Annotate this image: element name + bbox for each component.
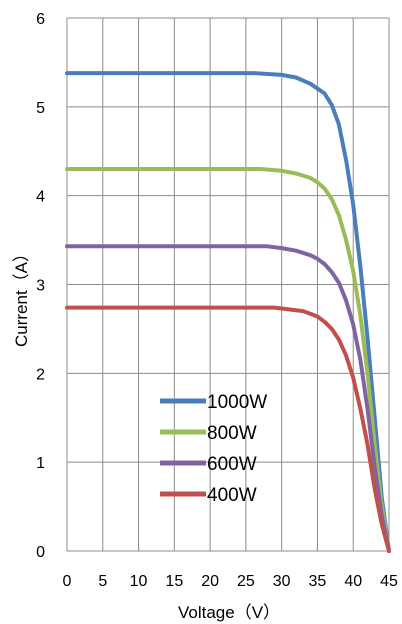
x-tick-labels: 0 5 10 15 20 25 30 35 40 45 — [63, 573, 398, 590]
x-tick-label-4: 20 — [201, 573, 219, 590]
y-axis-title: Current（A） — [12, 245, 31, 347]
y-tick-label-3: 3 — [36, 278, 45, 295]
x-axis-title: Voltage（V） — [178, 603, 280, 622]
legend: 1000W 800W 600W 400W — [160, 392, 267, 506]
x-tick-label-6: 30 — [273, 573, 291, 590]
series-line-400W — [65, 305, 391, 553]
x-tick-label-1: 5 — [98, 573, 107, 590]
legend-label-600W: 600W — [207, 454, 257, 475]
x-tick-label-7: 35 — [309, 573, 327, 590]
y-tick-label-5: 5 — [36, 100, 45, 117]
y-tick-label-1: 1 — [36, 455, 45, 472]
x-tick-label-5: 25 — [237, 573, 255, 590]
x-tick-label-0: 0 — [63, 573, 72, 590]
series-layer — [65, 71, 391, 553]
legend-label-800W: 800W — [207, 423, 257, 444]
y-tick-labels: 0 1 2 3 4 5 6 — [36, 11, 45, 561]
series-line-600W — [65, 244, 391, 553]
legend-label-400W: 400W — [207, 485, 257, 506]
x-tick-label-9: 45 — [380, 573, 398, 590]
grid-layer — [66, 17, 390, 552]
series-line-1000W — [65, 71, 391, 553]
series-line-800W — [65, 167, 391, 553]
y-tick-label-0: 0 — [36, 544, 45, 561]
x-tick-label-3: 15 — [165, 573, 183, 590]
x-tick-label-8: 40 — [344, 573, 362, 590]
y-tick-label-4: 4 — [36, 189, 45, 206]
legend-label-1000W: 1000W — [207, 392, 267, 413]
x-tick-label-2: 10 — [130, 573, 148, 590]
y-tick-label-6: 6 — [36, 11, 45, 28]
y-tick-label-2: 2 — [36, 366, 45, 383]
